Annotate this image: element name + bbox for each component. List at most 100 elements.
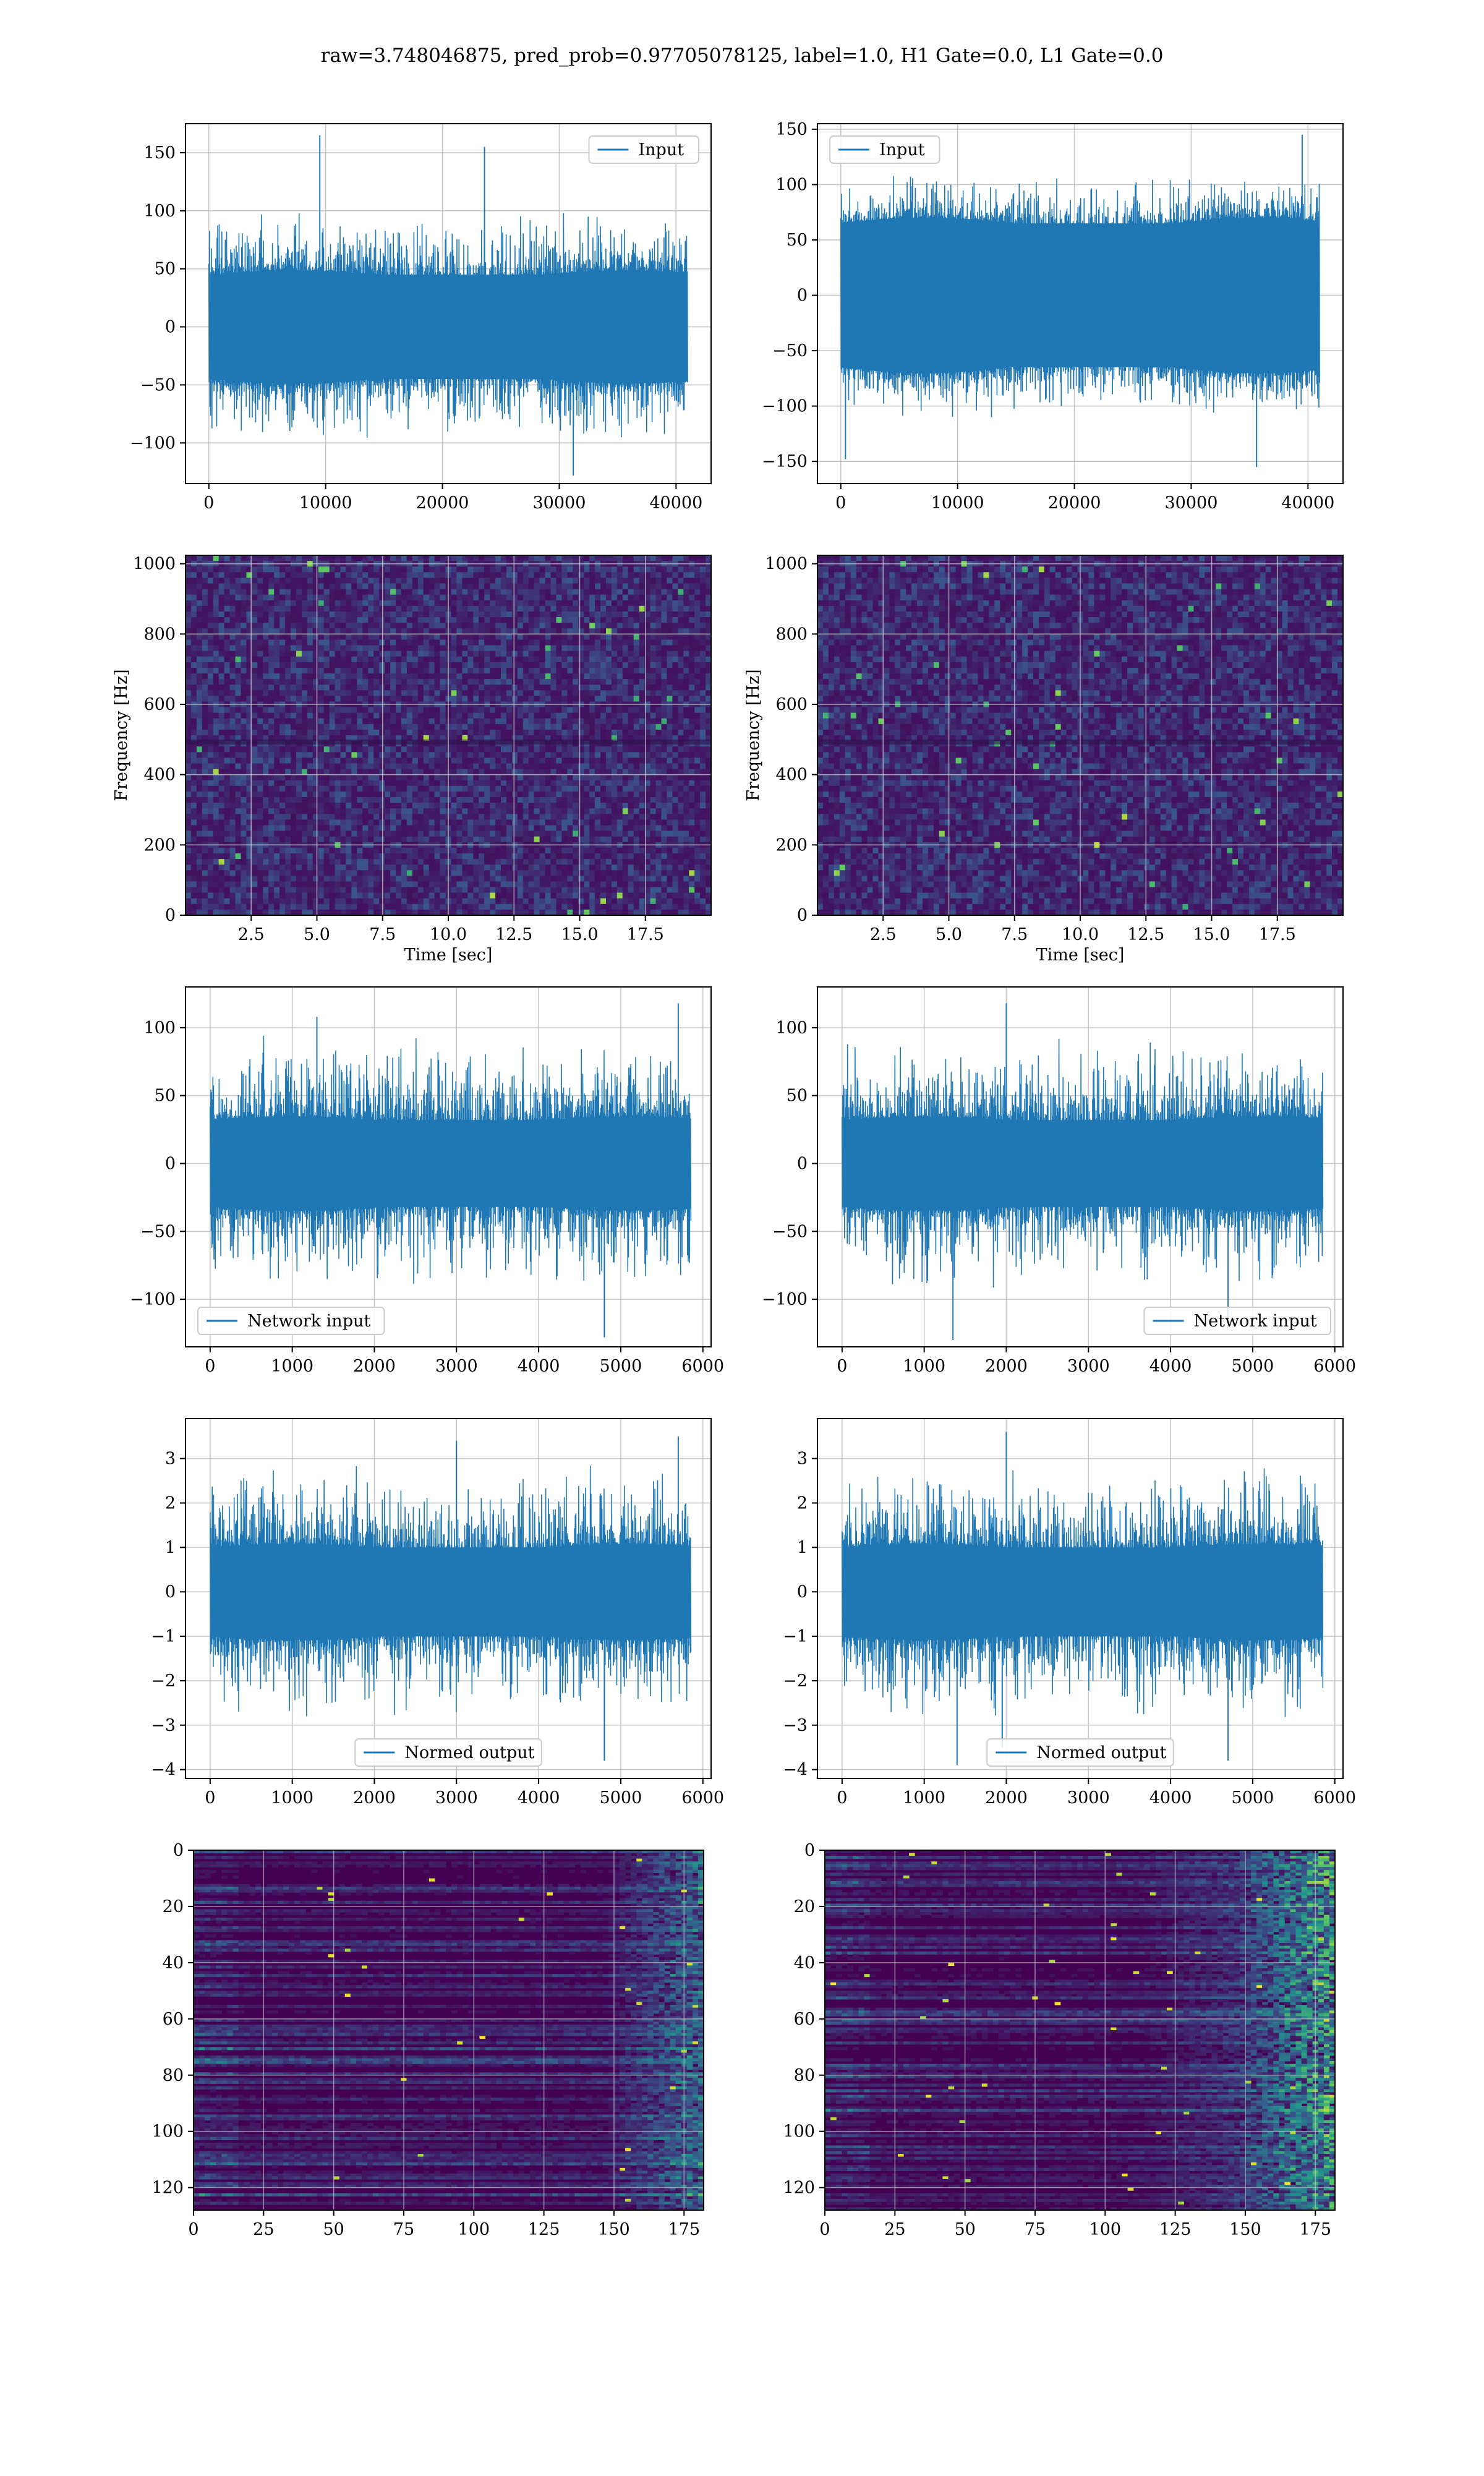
spec-h1-cell <box>263 775 269 781</box>
spec-h1-cell <box>473 893 479 899</box>
spec-h1-cell <box>335 662 341 668</box>
spec-h1-cell <box>263 572 269 578</box>
spec-h1-cell <box>230 864 236 871</box>
spec-h1-cell <box>407 617 413 623</box>
spec-h1-cell <box>296 859 302 865</box>
spec-h1-cell <box>606 730 612 736</box>
spec-h1-cell <box>589 639 595 646</box>
spec-h1-cell <box>456 724 463 730</box>
spec-h1-cell <box>418 606 424 612</box>
spec-h1-cell <box>252 870 258 876</box>
spec-h1-cell <box>561 690 568 696</box>
spec-h1-cell <box>351 746 357 753</box>
spec-h1-cell <box>335 814 341 820</box>
spec-h1-cell <box>307 555 313 561</box>
spec-h1-cell <box>584 724 590 730</box>
spec-h1-cell <box>186 803 192 809</box>
spec-h1-cell <box>540 881 546 887</box>
spec-h1-cell <box>473 651 479 657</box>
spec-h1-cell <box>396 623 402 629</box>
spec-h1-cell <box>341 853 347 860</box>
spec-h1-cell <box>529 578 535 584</box>
spec-h1-cell <box>257 646 263 652</box>
spec-h1-cell <box>191 797 197 803</box>
spec-h1-cell <box>213 657 220 663</box>
spec-h1-cell <box>318 617 325 623</box>
spec-h1-cell <box>202 646 208 652</box>
spec-h1-cell <box>506 853 513 860</box>
spec-h1-cell <box>518 566 524 573</box>
spec-h1-cell <box>186 831 192 837</box>
spec-h1-cell <box>473 881 479 887</box>
spec-h1-cell <box>534 713 540 719</box>
spec-h1-cell <box>456 713 463 719</box>
spec-h1-cell <box>236 864 242 871</box>
spec-h1-cell <box>307 584 313 590</box>
spec-h1-cell <box>362 662 369 668</box>
spec-h1-cell <box>429 646 435 652</box>
spec-h1-cell <box>490 719 496 725</box>
spec-h1-cell <box>330 724 336 730</box>
spec-h1-cell <box>202 566 208 573</box>
spec-h1-cell <box>324 617 330 623</box>
spec-h1-cell <box>224 797 231 803</box>
spec-h1-cell <box>512 786 518 792</box>
spec-h1-cell <box>512 617 518 623</box>
spec-h1-cell <box>490 899 496 905</box>
spec-h1-cell <box>385 853 391 860</box>
spec-h1-cell <box>279 617 286 623</box>
spec-h1-cell <box>291 848 297 854</box>
spec-h1-cell <box>512 606 518 612</box>
spec-h1-cell <box>518 904 524 910</box>
spec-h1-cell <box>424 775 430 781</box>
spec-h1-cell <box>291 887 297 894</box>
spec-h1-cell <box>412 628 419 634</box>
spec-h1-cell <box>373 831 380 837</box>
spec-h1-cell <box>396 595 402 601</box>
spec-h1-cell <box>341 628 347 634</box>
spec-h1-cell <box>490 819 496 826</box>
spec-h1-cell <box>573 904 579 910</box>
spec-h1-cell <box>451 696 458 702</box>
spec-h1-cell <box>401 837 407 843</box>
spec-h1-cell <box>440 662 446 668</box>
spec-h1-cell <box>412 673 419 680</box>
spec-h1-cell <box>296 864 302 871</box>
spec-h1-cell <box>606 696 612 702</box>
spec-h1-cell <box>595 758 601 764</box>
spec-h1-cell <box>279 584 286 590</box>
input-h1-ytick-label: 50 <box>155 260 176 279</box>
spec-h1-cell <box>263 730 269 736</box>
spec-h1-cell <box>197 724 203 730</box>
spec-h1-cell <box>495 893 501 899</box>
spec-h1-cell <box>268 803 275 809</box>
spec-h1-cell <box>600 639 607 646</box>
spec-h1-cell <box>606 578 612 584</box>
spec-h1-cell <box>362 859 369 865</box>
spec-h1-cell <box>424 646 430 652</box>
spec-h1-cell <box>373 769 380 775</box>
spec-h1-cell <box>540 606 546 612</box>
spec-h1-cell <box>241 893 247 899</box>
spec-h1-cell <box>396 719 402 725</box>
spec-h1-cell <box>291 864 297 871</box>
spec-h1-cell <box>501 881 507 887</box>
spec-h1-cell <box>490 595 496 601</box>
spec-h1-cell <box>551 870 557 876</box>
spec-h1-cell <box>490 769 496 775</box>
spec-h1-cell <box>313 713 319 719</box>
spec-h1-cell <box>424 792 430 798</box>
spec-h1-cell <box>330 769 336 775</box>
spec-h1-cell <box>451 904 458 910</box>
spec-h1-cell <box>390 690 396 696</box>
spec-h1-cell <box>208 899 214 905</box>
spec-h1-cell <box>573 690 579 696</box>
spec-h1-cell <box>501 730 507 736</box>
spec-h1-cell <box>313 668 319 674</box>
spec-h1-cell <box>236 657 242 663</box>
spec-h1-cell <box>567 707 573 714</box>
spec-h1-cell <box>224 769 231 775</box>
spec-h1-cell <box>561 617 568 623</box>
spec-h1-cell <box>534 690 540 696</box>
spec-h1-cell <box>302 752 308 758</box>
